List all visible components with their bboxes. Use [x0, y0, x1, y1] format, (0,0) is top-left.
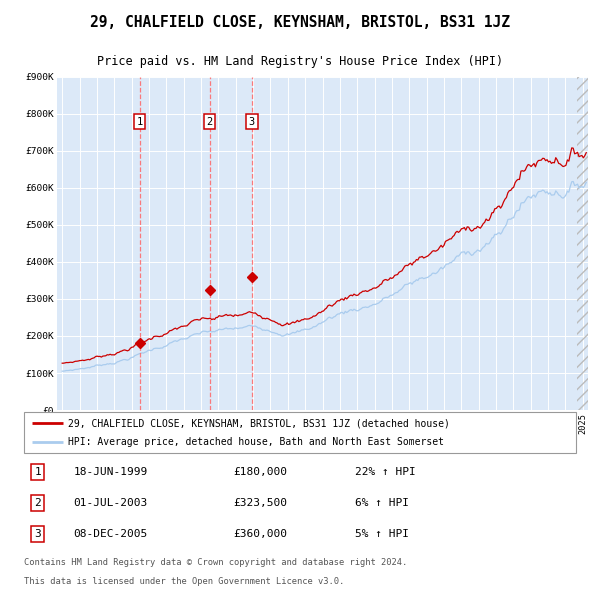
FancyBboxPatch shape	[24, 412, 576, 453]
Text: 29, CHALFIELD CLOSE, KEYNSHAM, BRISTOL, BS31 1JZ (detached house): 29, CHALFIELD CLOSE, KEYNSHAM, BRISTOL, …	[68, 418, 450, 428]
Text: 5% ↑ HPI: 5% ↑ HPI	[355, 529, 409, 539]
Text: 22% ↑ HPI: 22% ↑ HPI	[355, 467, 416, 477]
Text: 18-JUN-1999: 18-JUN-1999	[74, 467, 148, 477]
Text: Price paid vs. HM Land Registry's House Price Index (HPI): Price paid vs. HM Land Registry's House …	[97, 55, 503, 68]
Text: 2: 2	[34, 498, 41, 508]
Text: 2: 2	[206, 117, 213, 127]
Text: HPI: Average price, detached house, Bath and North East Somerset: HPI: Average price, detached house, Bath…	[68, 437, 444, 447]
Text: 6% ↑ HPI: 6% ↑ HPI	[355, 498, 409, 508]
Text: 29, CHALFIELD CLOSE, KEYNSHAM, BRISTOL, BS31 1JZ: 29, CHALFIELD CLOSE, KEYNSHAM, BRISTOL, …	[90, 15, 510, 30]
Text: 01-JUL-2003: 01-JUL-2003	[74, 498, 148, 508]
Text: Contains HM Land Registry data © Crown copyright and database right 2024.: Contains HM Land Registry data © Crown c…	[24, 558, 407, 568]
Text: 1: 1	[136, 117, 143, 127]
Bar	[577, 77, 588, 410]
Text: 3: 3	[249, 117, 255, 127]
Text: 3: 3	[34, 529, 41, 539]
Text: £323,500: £323,500	[234, 498, 288, 508]
Text: £360,000: £360,000	[234, 529, 288, 539]
Text: This data is licensed under the Open Government Licence v3.0.: This data is licensed under the Open Gov…	[24, 577, 344, 586]
Text: 1: 1	[34, 467, 41, 477]
Text: £180,000: £180,000	[234, 467, 288, 477]
Text: 08-DEC-2005: 08-DEC-2005	[74, 529, 148, 539]
